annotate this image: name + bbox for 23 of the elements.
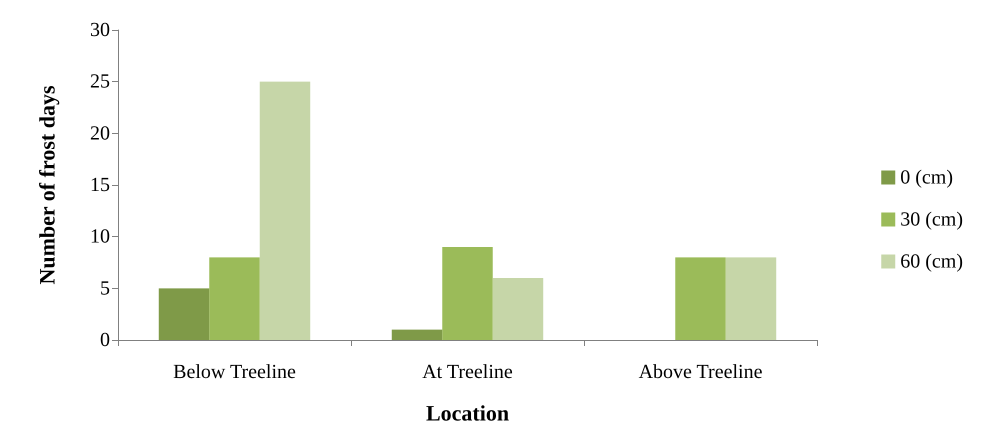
y-tick-label: 5 bbox=[100, 277, 110, 300]
bar bbox=[675, 257, 726, 340]
y-axis-title: Number of frost days bbox=[34, 85, 60, 285]
y-tick-label: 10 bbox=[90, 226, 110, 248]
y-tick-label: 20 bbox=[90, 122, 110, 144]
x-tick-label: Above Treeline bbox=[638, 361, 763, 383]
bar bbox=[442, 247, 493, 340]
y-tick-label: 25 bbox=[90, 70, 110, 93]
bar bbox=[392, 330, 442, 340]
bar bbox=[492, 278, 544, 340]
y-tick-label: 0 bbox=[100, 329, 110, 351]
legend-label: 60 (cm) bbox=[900, 250, 964, 272]
legend-label: 0 (cm) bbox=[900, 166, 954, 188]
bar bbox=[209, 257, 260, 340]
bar bbox=[726, 257, 776, 340]
y-tick-label: 15 bbox=[90, 174, 110, 196]
x-tick-label: Below Treeline bbox=[173, 361, 296, 383]
legend-label: 30 (cm) bbox=[900, 208, 964, 230]
y-tick-label: 30 bbox=[90, 19, 110, 41]
bar bbox=[260, 82, 310, 340]
x-axis-title: Location bbox=[426, 400, 510, 426]
bar bbox=[158, 288, 210, 340]
x-tick-label: At Treeline bbox=[422, 361, 513, 383]
